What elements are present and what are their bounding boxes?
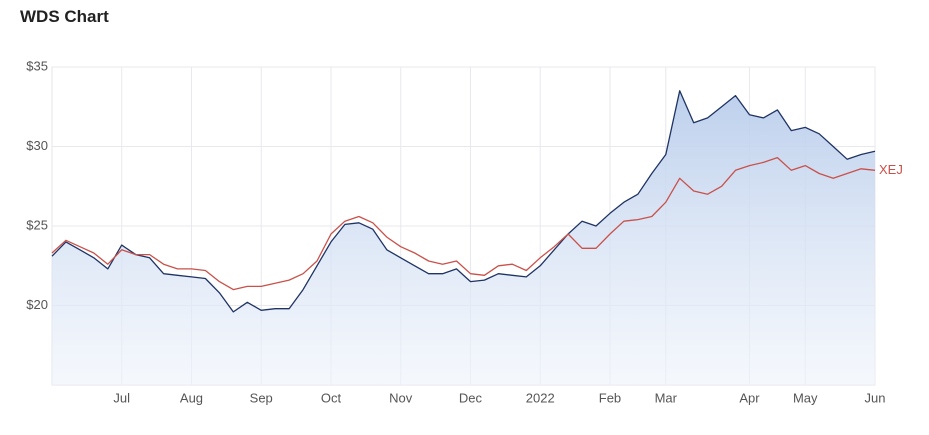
series-label: XEJ (879, 162, 903, 177)
x-tick-label: Apr (739, 390, 760, 405)
x-tick-label: Jun (865, 390, 886, 405)
x-tick-label: Feb (599, 390, 621, 405)
line (51, 156, 876, 291)
x-tick-label: Sep (250, 390, 273, 405)
x-tick-label: Aug (180, 390, 203, 405)
x-tick-label: Nov (389, 390, 413, 405)
x-tick-label: Jul (113, 390, 130, 405)
line (51, 90, 876, 313)
x-tick-label: Mar (655, 390, 678, 405)
y-tick-label: $30 (26, 138, 48, 153)
y-tick-label: $20 (26, 297, 48, 312)
area (52, 90, 875, 386)
x-tick-label: Oct (321, 390, 342, 405)
x-tick-label: May (793, 390, 818, 405)
y-tick-label: $25 (26, 217, 48, 232)
x-tick-label: Dec (459, 390, 483, 405)
chart-title: WDS Chart (20, 7, 109, 26)
y-tick-label: $35 (26, 58, 48, 73)
x-tick-label: 2022 (526, 390, 555, 405)
